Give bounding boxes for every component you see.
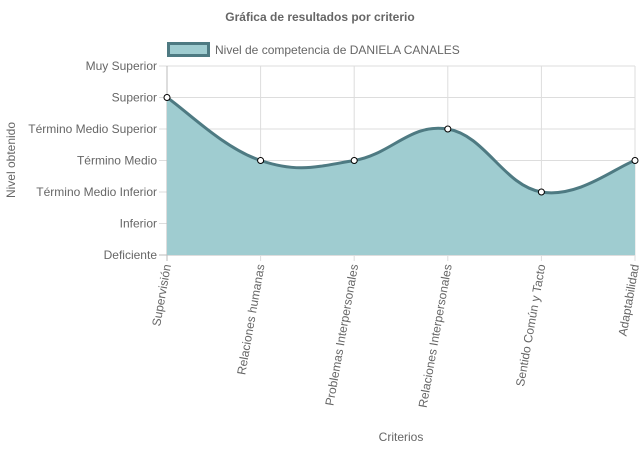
y-tick-label: Término Medio Inferior: [36, 185, 157, 199]
data-point[interactable]: [350, 157, 358, 164]
y-tick-label: Muy Superior: [86, 59, 157, 73]
x-tick-label: Relaciones humanas: [234, 263, 267, 376]
y-tick-label: Deficiente: [104, 248, 158, 262]
series-area-fill: [167, 97, 635, 255]
y-axis-title: Nivel obtenido: [4, 122, 18, 198]
x-tick-label: Adaptabilidad: [616, 263, 639, 337]
x-tick-label: Problemas Interpersonales: [322, 263, 361, 407]
x-tick-label: Relaciones Interpersonales: [416, 263, 455, 409]
legend-label: Nivel de competencia de DANIELA CANALES: [215, 43, 460, 57]
data-point[interactable]: [163, 94, 171, 101]
y-tick-label: Inferior: [120, 217, 157, 231]
y-tick-label: Término Medio: [77, 154, 157, 168]
y-tick-label: Término Medio Superior: [28, 122, 157, 136]
data-point[interactable]: [631, 157, 639, 164]
chart-title: Gráfica de resultados por criterio: [225, 10, 414, 24]
y-tick-label: Superior: [112, 91, 157, 105]
x-axis-title: Criterios: [379, 430, 424, 444]
legend[interactable]: Nivel de competencia de DANIELA CANALES: [167, 42, 460, 57]
series-line: [166, 96, 636, 195]
y-axis: Deficiente Inferior Término Medio Inferior…: [28, 59, 157, 262]
x-axis: Supervisión Relaciones humanas Problemas I…: [149, 263, 639, 409]
data-point[interactable]: [537, 188, 545, 196]
data-point[interactable]: [444, 125, 452, 133]
plot-area: [163, 94, 639, 255]
x-tick-label: Sentido Común y Tacto: [513, 263, 548, 388]
data-point[interactable]: [257, 157, 265, 164]
legend-swatch: [167, 42, 210, 57]
x-tick-label: Supervisión: [149, 263, 174, 327]
